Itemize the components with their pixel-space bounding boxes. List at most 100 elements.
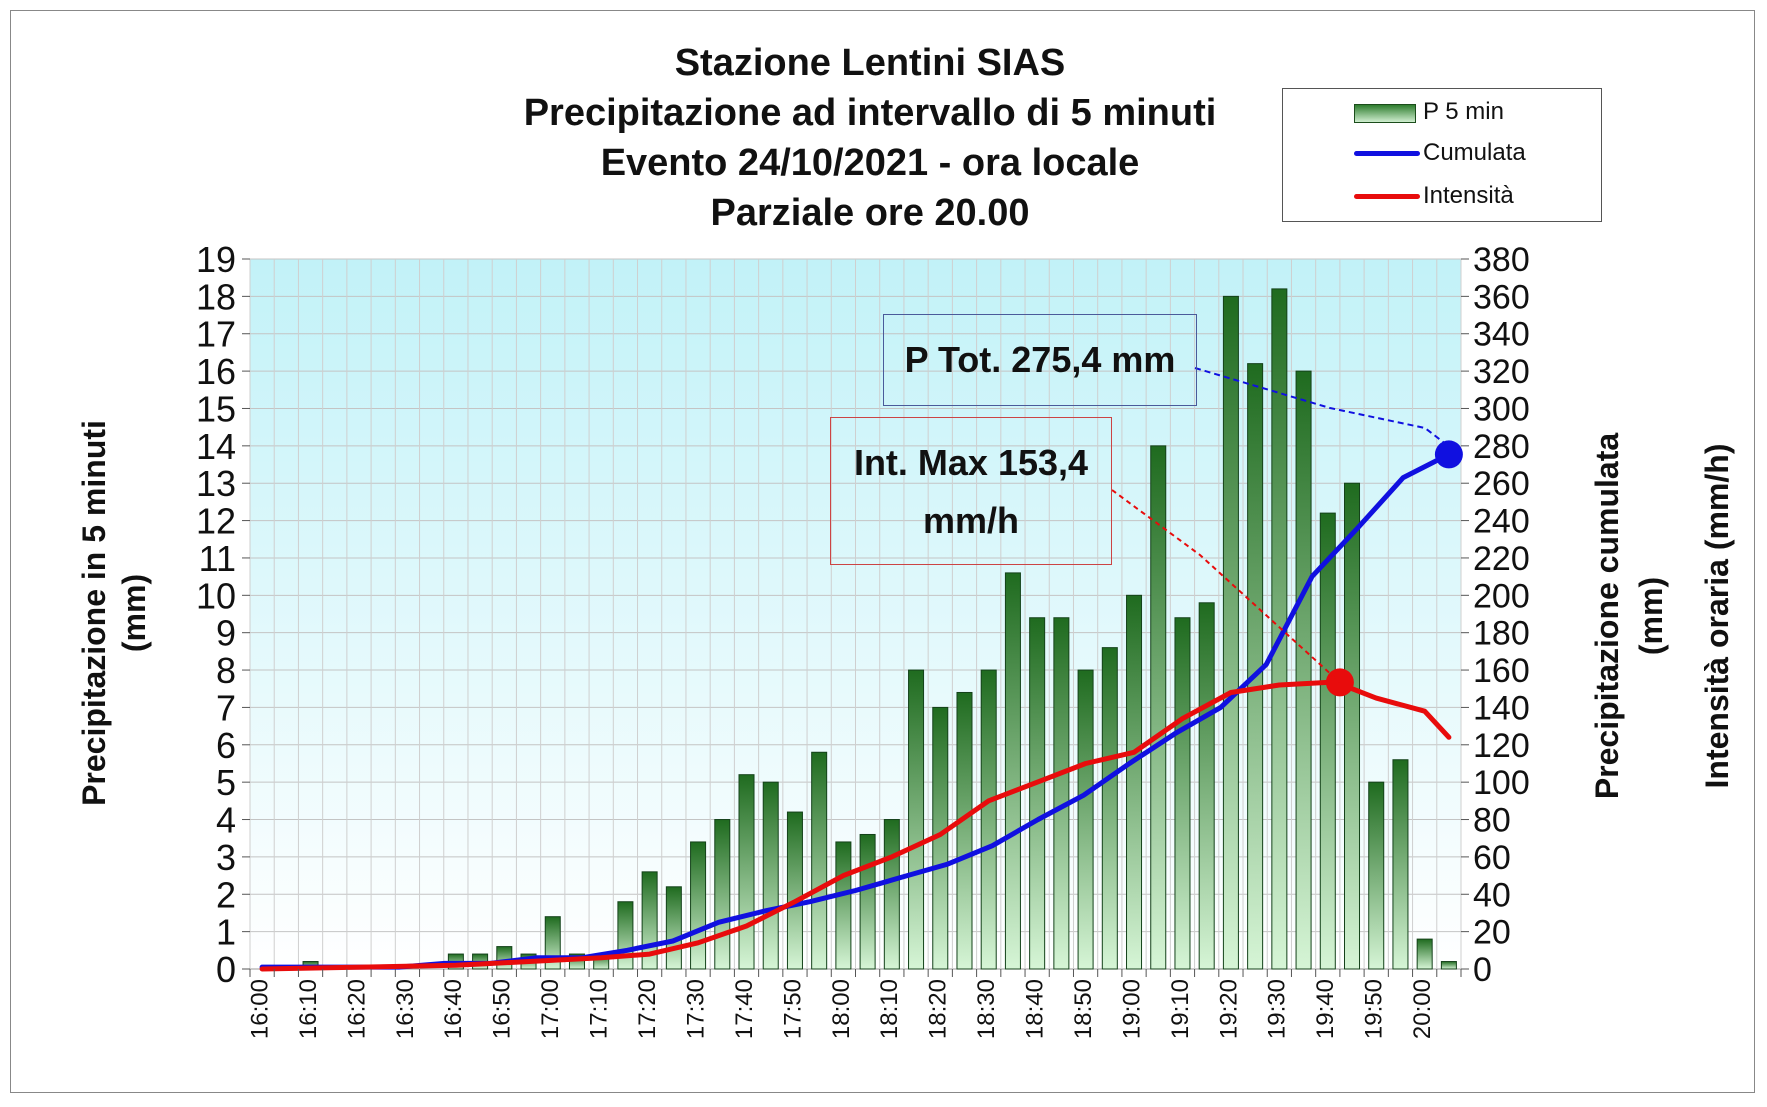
bar — [617, 901, 634, 970]
xtick-label: 18:30 — [973, 979, 1000, 1039]
xtick-label: 17:20 — [634, 979, 661, 1039]
bar — [1004, 572, 1021, 970]
bar — [1222, 295, 1239, 970]
bar — [1029, 617, 1046, 970]
bar — [835, 841, 852, 970]
ytick-left-label: 4 — [216, 800, 236, 841]
ytick-right-label: 180 — [1473, 615, 1530, 653]
ytick-right-label: 40 — [1473, 876, 1511, 914]
xtick-label: 17:00 — [537, 979, 564, 1039]
bar — [665, 886, 682, 970]
bar — [1368, 781, 1385, 970]
legend-item-intensity: Intensità — [1283, 181, 1601, 211]
bar — [762, 781, 779, 970]
bar — [859, 833, 876, 970]
ytick-left-label: 14 — [196, 426, 236, 467]
xtick-label: 19:20 — [1215, 979, 1242, 1039]
ytick-right-label: 140 — [1473, 689, 1530, 727]
bar — [1101, 647, 1118, 970]
xtick-label: 16:10 — [295, 979, 322, 1039]
bar — [1416, 938, 1433, 970]
ytick-right-label: 320 — [1473, 353, 1530, 391]
xtick-label: 19:10 — [1167, 979, 1194, 1039]
ytick-left-label: 8 — [216, 650, 236, 691]
callout-max-line1: Int. Max 153,4 — [853, 442, 1089, 483]
title-line-3: Evento 24/10/2021 - ora locale — [600, 142, 1140, 184]
xtick-label: 19:30 — [1264, 979, 1291, 1039]
ytick-left-label: 2 — [216, 874, 236, 915]
bar — [738, 774, 755, 970]
ytick-right-label: 240 — [1473, 503, 1530, 541]
xtick-label: 17:10 — [586, 979, 613, 1039]
ylabel-left-line2: (mm) — [116, 574, 152, 652]
ytick-right-label: 100 — [1473, 764, 1530, 802]
ytick-left-label: 17 — [196, 314, 236, 355]
callout-max-intensity: Int. Max 153,4 mm/h — [830, 417, 1112, 565]
bar — [1053, 617, 1070, 970]
bar — [980, 669, 997, 970]
ytick-left-label: 7 — [216, 687, 236, 728]
xtick-label: 19:00 — [1118, 979, 1145, 1039]
total-leader-line — [1194, 367, 1450, 448]
bar — [811, 751, 828, 970]
xtick-label: 18:10 — [876, 979, 903, 1039]
ytick-right-label: 80 — [1473, 802, 1511, 840]
title-line-1: Stazione Lentini SIAS — [674, 42, 1066, 84]
ytick-left-label: 10 — [196, 575, 236, 616]
callout-total: P Tot. 275,4 mm — [883, 314, 1197, 406]
ytick-right-label: 160 — [1473, 652, 1530, 690]
xtick-label: 18:50 — [1070, 979, 1097, 1039]
legend-label-bars: P 5 min — [1423, 98, 1504, 125]
ylabel-right-line1: Precipitazione cumulata — [1589, 433, 1625, 800]
xtick-label: 20:00 — [1409, 979, 1436, 1039]
xtick-label: 17:40 — [731, 979, 758, 1039]
bar — [1392, 759, 1409, 970]
ylabel-right-line3: Intensità oraria (mm/h) — [1699, 444, 1735, 789]
bar — [496, 946, 513, 970]
bar — [1174, 617, 1191, 970]
xtick-label: 18:40 — [1022, 979, 1049, 1039]
legend-cumulative-swatch — [1354, 151, 1420, 156]
cumulative-marker — [1434, 440, 1463, 469]
xtick-label: 17:50 — [779, 979, 806, 1039]
max-leader-line — [1111, 489, 1341, 684]
legend-label-cumulative: Cumulata — [1423, 139, 1526, 166]
ytick-left-label: 19 — [196, 239, 236, 280]
legend-intensity-swatch — [1354, 194, 1420, 199]
bar — [1198, 602, 1215, 970]
bar — [1126, 594, 1143, 970]
bar — [908, 669, 925, 970]
ytick-left-label: 9 — [216, 613, 236, 654]
ytick-left-label: 13 — [196, 463, 236, 504]
ytick-right-label: 220 — [1473, 540, 1530, 578]
xtick-label: 16:00 — [247, 979, 274, 1039]
xtick-label: 16:40 — [440, 979, 467, 1039]
ytick-left-label: 11 — [199, 538, 236, 579]
legend-item-bars: P 5 min — [1283, 97, 1601, 127]
legend: P 5 min Cumulata Intensità — [1282, 88, 1602, 222]
bar — [1077, 669, 1094, 970]
xtick-label: 17:30 — [682, 979, 709, 1039]
ylabel-left-line1: Precipitazione in 5 minuti — [76, 420, 112, 806]
title-line-2: Precipitazione ad intervallo di 5 minuti — [523, 92, 1217, 134]
ylabel-right-line2: (mm) — [1633, 577, 1669, 655]
bar — [1150, 445, 1167, 970]
bar — [883, 819, 900, 970]
ytick-right-label: 380 — [1473, 241, 1530, 279]
ytick-left-label: 18 — [196, 276, 236, 317]
callout-max-line2: mm/h — [922, 500, 1019, 541]
bar — [714, 819, 731, 970]
ytick-right-label: 200 — [1473, 577, 1530, 615]
xtick-label: 18:20 — [925, 979, 952, 1039]
bar — [1440, 961, 1457, 970]
legend-bar-swatch — [1354, 104, 1416, 123]
ytick-right-label: 280 — [1473, 428, 1530, 466]
ytick-right-label: 0 — [1473, 951, 1492, 989]
ytick-right-label: 360 — [1473, 278, 1530, 316]
ytick-right-label: 120 — [1473, 727, 1530, 765]
bar — [1295, 370, 1312, 970]
ytick-right-label: 260 — [1473, 465, 1530, 503]
ytick-right-label: 300 — [1473, 390, 1530, 428]
ytick-left-label: 3 — [216, 837, 236, 878]
